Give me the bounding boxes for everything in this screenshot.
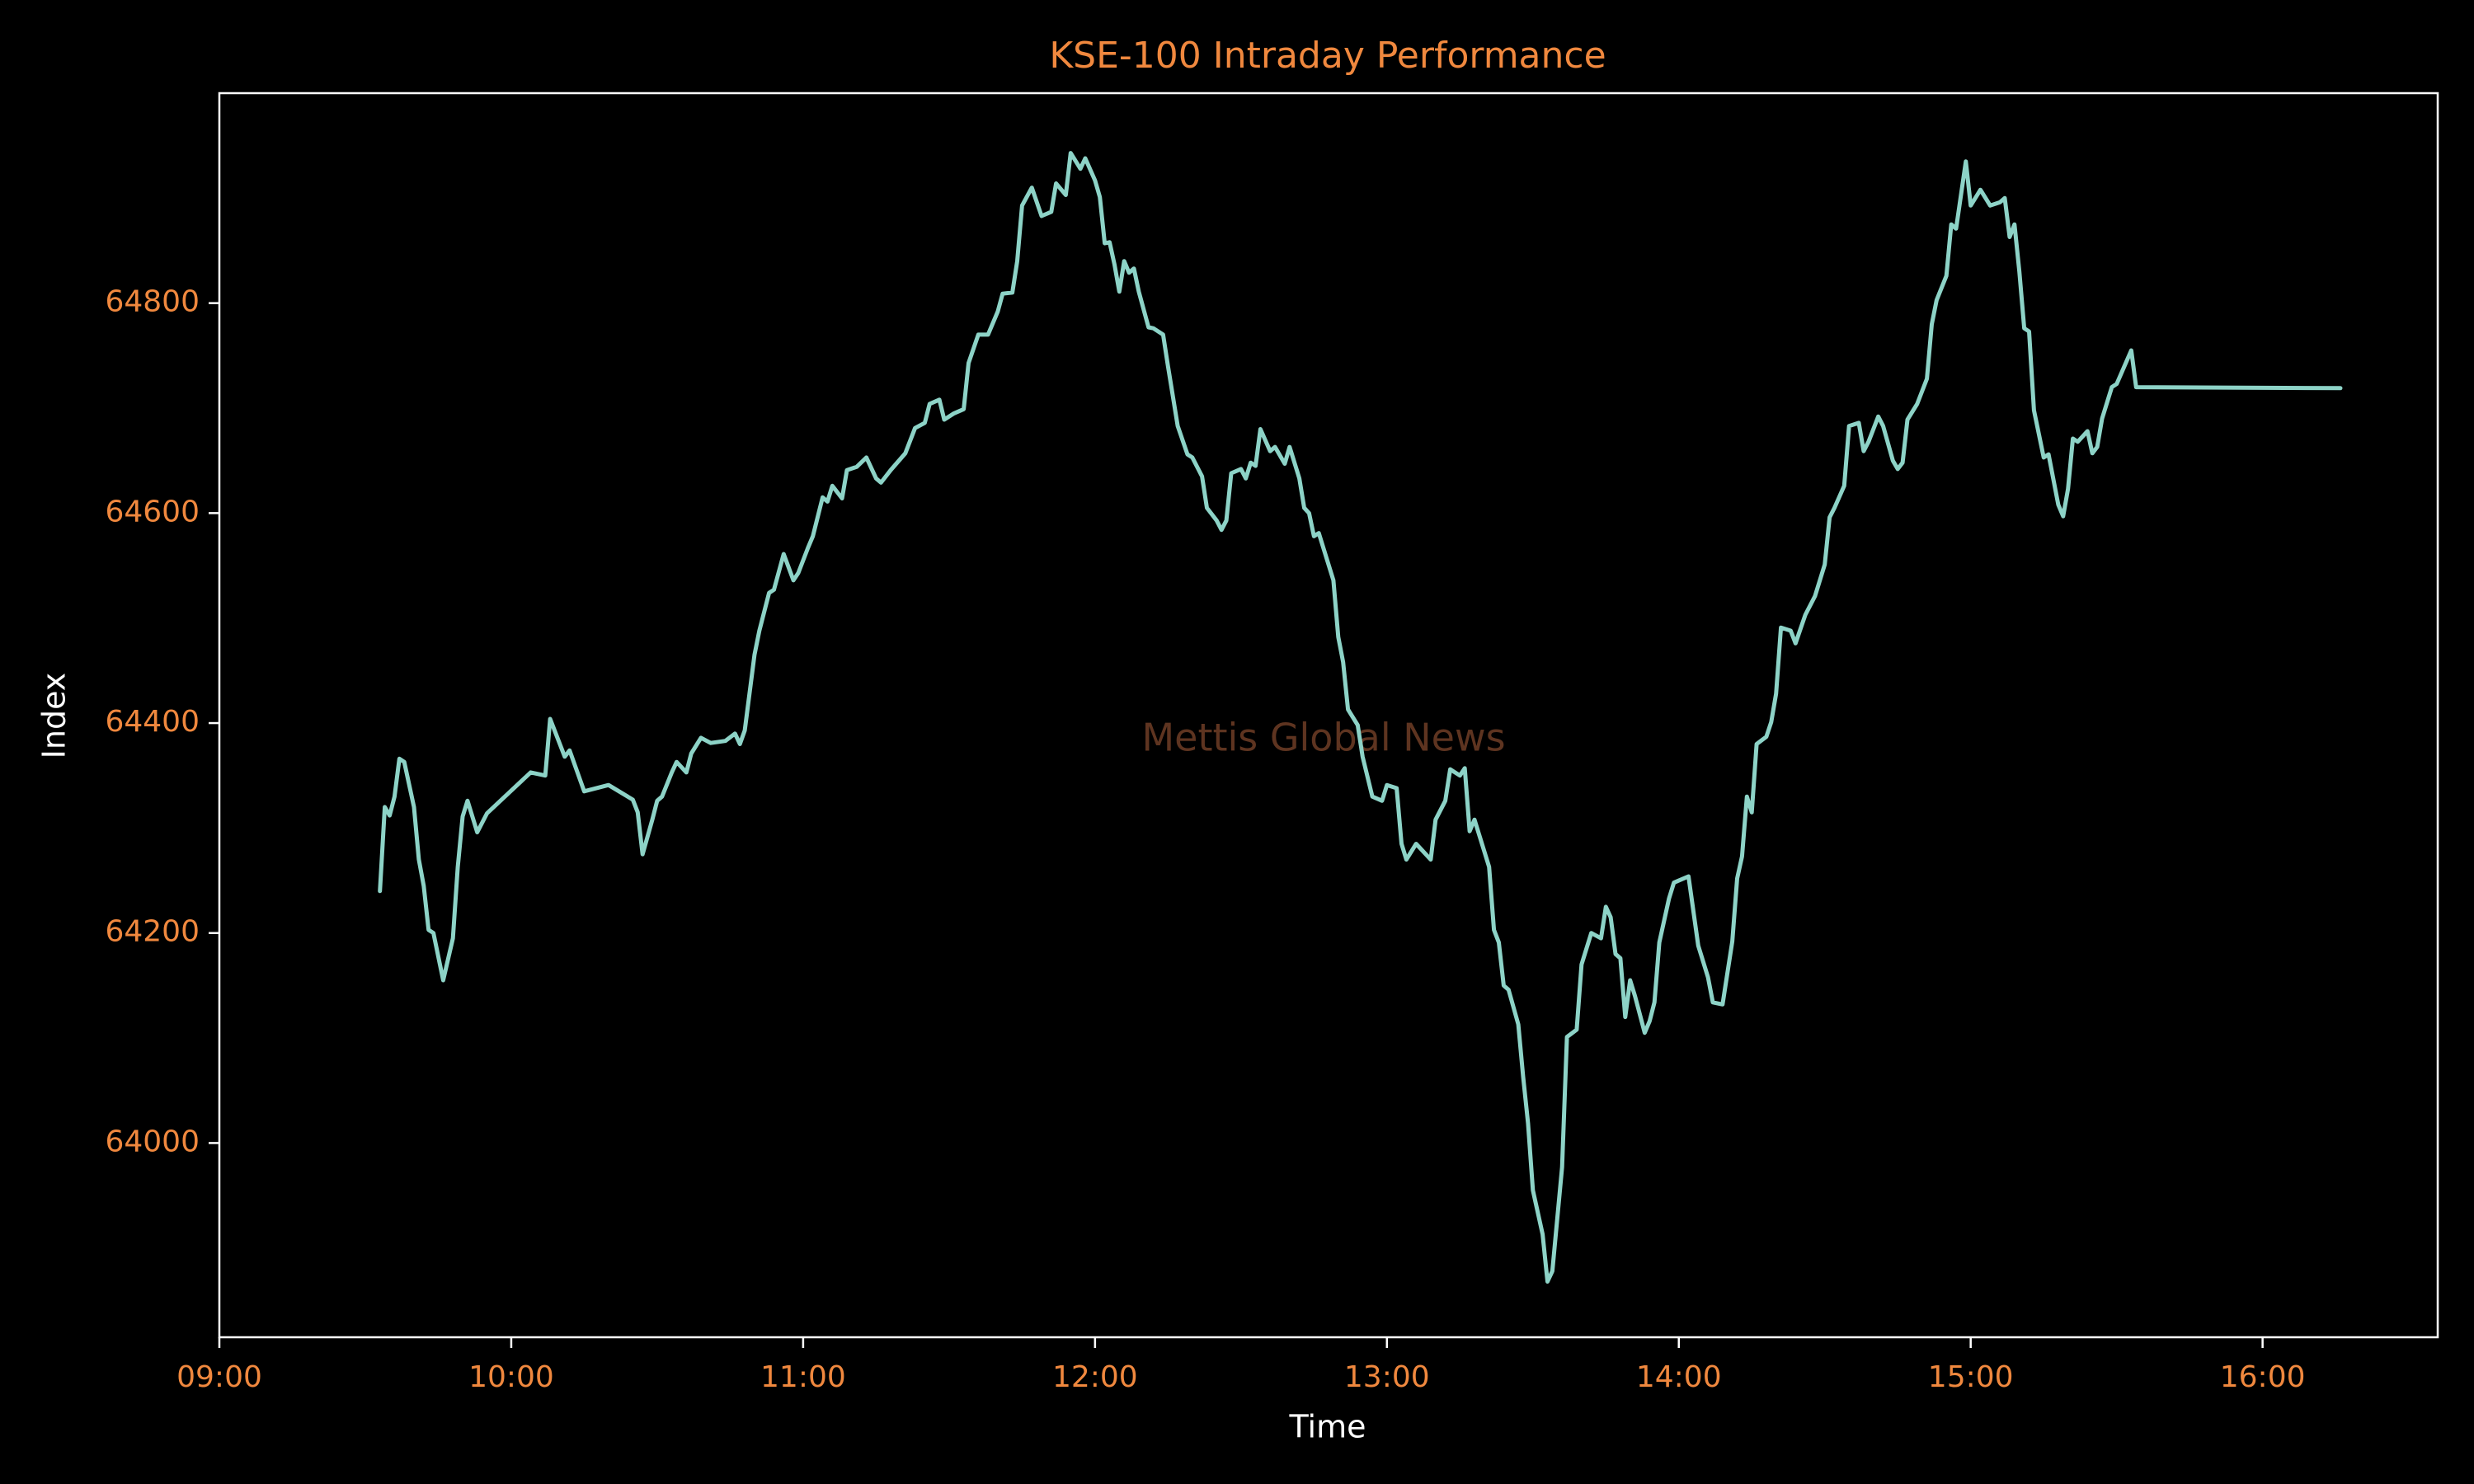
y-tick-label: 64000 (105, 1125, 200, 1158)
y-axis-label: Index (36, 673, 73, 759)
y-tick-label: 64800 (105, 285, 200, 319)
x-tick-label: 11:00 (760, 1360, 846, 1394)
index-line (378, 151, 2343, 1284)
y-tick-label: 64200 (105, 915, 200, 949)
y-tick-label: 64400 (105, 705, 200, 739)
x-tick-label: 15:00 (1928, 1360, 2014, 1394)
x-axis-label: Time (1289, 1409, 1366, 1445)
x-tick-label: 12:00 (1052, 1360, 1138, 1394)
x-tick-label: 16:00 (2220, 1360, 2306, 1394)
watermark: Mettis Global News (1141, 716, 1505, 760)
plot-frame (218, 92, 2439, 1339)
x-tick-label: 13:00 (1344, 1360, 1430, 1394)
y-tick-label: 64600 (105, 495, 200, 528)
chart-title: KSE-100 Intraday Performance (1049, 35, 1606, 77)
x-tick-label: 09:00 (176, 1360, 262, 1394)
x-tick-label: 14:00 (1636, 1360, 1722, 1394)
x-tick-label: 10:00 (468, 1360, 554, 1394)
